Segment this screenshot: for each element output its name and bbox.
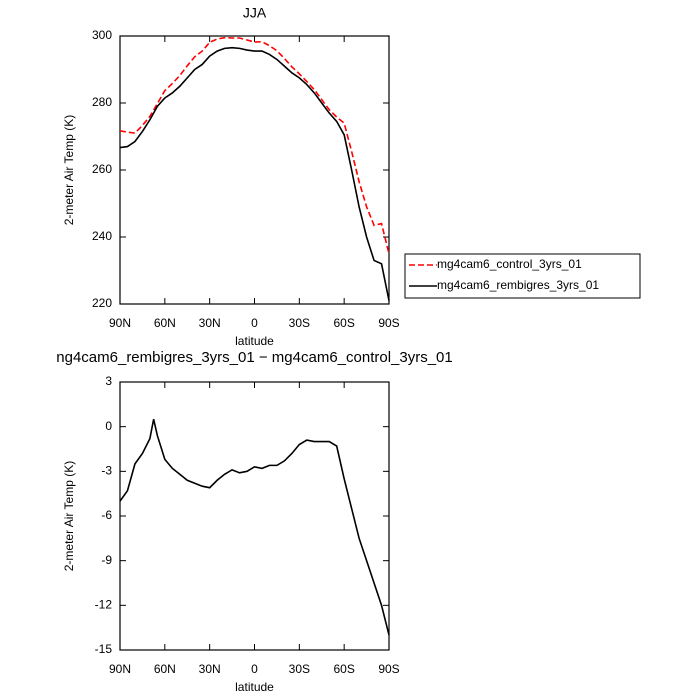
data-line (119, 36, 390, 254)
y-tick-label: 260 (92, 162, 112, 176)
data-line (119, 46, 390, 301)
y-tick-label: -15 (95, 642, 113, 656)
x-tick-label: 90S (378, 662, 399, 676)
chart-title: ng4cam6_rembigres_3yrs_01 − mg4cam6_cont… (56, 349, 452, 366)
x-tick-label: 30N (199, 316, 221, 330)
x-tick-label: 30S (289, 316, 310, 330)
y-tick-label: 280 (92, 95, 112, 109)
y-tick-label: 3 (105, 374, 112, 388)
legend-box (404, 253, 641, 299)
x-tick-label: 30N (199, 662, 221, 676)
chart-title: JJA (243, 5, 267, 21)
y-tick-label: -3 (101, 464, 112, 478)
y-tick-label: 220 (92, 296, 112, 310)
legend-label: mg4cam6_rembigres_3yrs_01 (437, 278, 599, 292)
x-tick-label: 60N (154, 662, 176, 676)
x-tick-label: 60S (333, 662, 354, 676)
x-axis-label: latitude (235, 680, 274, 694)
x-tick-label: 0 (251, 662, 258, 676)
y-tick-label: -9 (101, 553, 112, 567)
y-tick-label: -12 (95, 598, 113, 612)
plot-frame (119, 381, 390, 651)
y-axis-label: 2-meter Air Temp (K) (62, 115, 76, 225)
legend-label: mg4cam6_control_3yrs_01 (437, 257, 582, 271)
x-tick-label: 0 (251, 316, 258, 330)
x-tick-label: 60N (154, 316, 176, 330)
y-tick-label: -6 (101, 508, 112, 522)
x-tick-label: 90N (109, 662, 131, 676)
y-axis-label: 2-meter Air Temp (K) (62, 461, 76, 571)
data-line (119, 419, 390, 636)
x-tick-label: 30S (289, 662, 310, 676)
y-tick-label: 0 (105, 419, 112, 433)
x-axis-label: latitude (235, 334, 274, 348)
x-tick-label: 90N (109, 316, 131, 330)
x-tick-label: 90S (378, 316, 399, 330)
y-tick-label: 240 (92, 229, 112, 243)
x-tick-label: 60S (333, 316, 354, 330)
y-tick-label: 300 (92, 28, 112, 42)
plot-frame (119, 35, 390, 305)
